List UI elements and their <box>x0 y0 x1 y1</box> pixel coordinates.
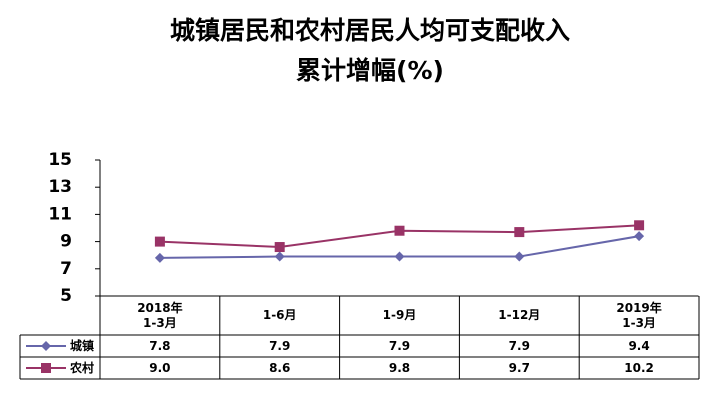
table-value: 9.0 <box>149 360 171 375</box>
legend-label: 农村 <box>70 360 95 375</box>
y-tick-label: 9 <box>60 232 72 252</box>
marker <box>514 227 525 238</box>
x-tick-label: 1-6月 <box>262 308 297 322</box>
marker <box>634 231 645 242</box>
table-value: 9.4 <box>628 338 650 353</box>
table-value: 7.9 <box>269 338 291 353</box>
marker <box>394 225 405 236</box>
x-tick-label: 1-9月 <box>382 308 417 322</box>
table-value: 7.9 <box>508 338 530 353</box>
marker <box>154 252 165 263</box>
marker <box>634 220 645 231</box>
legend-marker <box>41 363 51 373</box>
legend-marker <box>41 341 51 351</box>
y-tick-label: 15 <box>48 150 72 170</box>
y-tick-label: 7 <box>60 259 72 279</box>
legend-label: 城镇 <box>70 338 95 353</box>
marker <box>514 251 525 262</box>
marker <box>274 251 285 262</box>
marker <box>274 242 285 253</box>
table-value: 10.2 <box>624 360 654 375</box>
table-value: 7.8 <box>149 338 171 353</box>
table-value: 9.8 <box>388 360 411 375</box>
y-tick-label: 5 <box>60 286 72 306</box>
table-value: 9.7 <box>508 360 530 375</box>
chart-title: 城镇居民和农村居民人均可支配收入 <box>170 16 570 45</box>
x-tick-label: 2019年 1-3月 <box>616 300 662 330</box>
marker <box>154 236 165 247</box>
y-tick-label: 13 <box>48 177 72 197</box>
chart-title: 累计增幅(%) <box>296 56 444 85</box>
x-tick-label: 2018年 1-3月 <box>137 300 183 330</box>
x-tick-label: 1-12月 <box>498 308 541 322</box>
table-value: 8.6 <box>269 360 291 375</box>
table-value: 7.9 <box>388 338 411 353</box>
marker <box>394 251 405 262</box>
y-tick-label: 11 <box>48 204 72 224</box>
